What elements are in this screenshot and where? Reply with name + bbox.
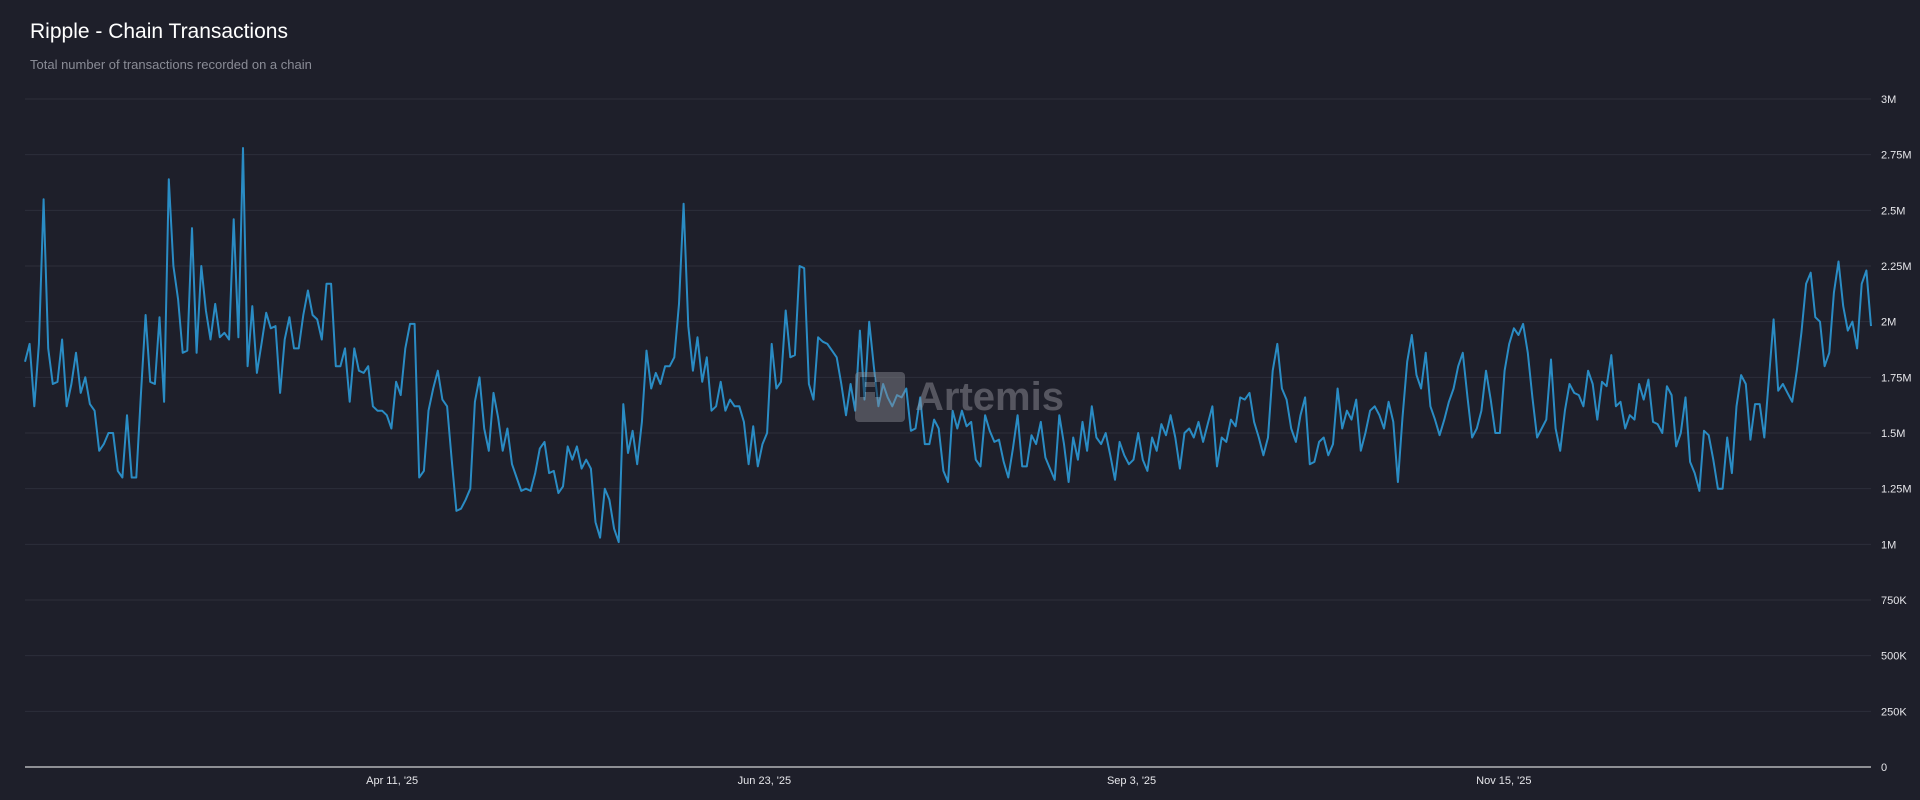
x-tick-label: Sep 3, '25 [1107,775,1156,787]
y-axis-ticks: 0 250K 500K 750K 1M 1.25M 1.5M 1.75M 2M 2.25M 2.5M… [1881,94,1912,774]
y-tick-label: 1M [1881,539,1896,551]
watermark: Artemis [855,372,1064,422]
x-axis-ticks: Apr 11, '25 Jun 23, '25 Sep 3, '25 Nov 15, … [366,775,1531,787]
chart-title: Ripple - Chain Transactions [30,20,288,43]
watermark-text: Artemis [915,374,1064,419]
gridlines [25,98,1871,712]
y-tick-label: 1.5M [1881,428,1905,440]
y-tick-label: 1.25M [1881,484,1912,496]
y-tick-label: 0 [1881,762,1887,774]
y-tick-label: 1.75M [1881,372,1912,384]
y-tick-label: 3M [1881,94,1896,106]
y-tick-label: 500K [1881,651,1907,663]
y-tick-label: 2.75M [1881,150,1912,162]
y-tick-label: 2.25M [1881,261,1912,273]
artemis-logo-icon [855,372,905,422]
y-tick-label: 250K [1881,706,1907,718]
y-tick-label: 2.5M [1881,205,1905,217]
y-tick-label: 2M [1881,317,1896,329]
y-tick-label: 750K [1881,595,1907,607]
chart-subtitle: Total number of transactions recorded on… [30,57,312,72]
x-tick-label: Nov 15, '25 [1476,775,1531,787]
x-tick-label: Jun 23, '25 [738,775,791,787]
x-tick-label: Apr 11, '25 [366,775,418,787]
series-line [24,147,1872,544]
